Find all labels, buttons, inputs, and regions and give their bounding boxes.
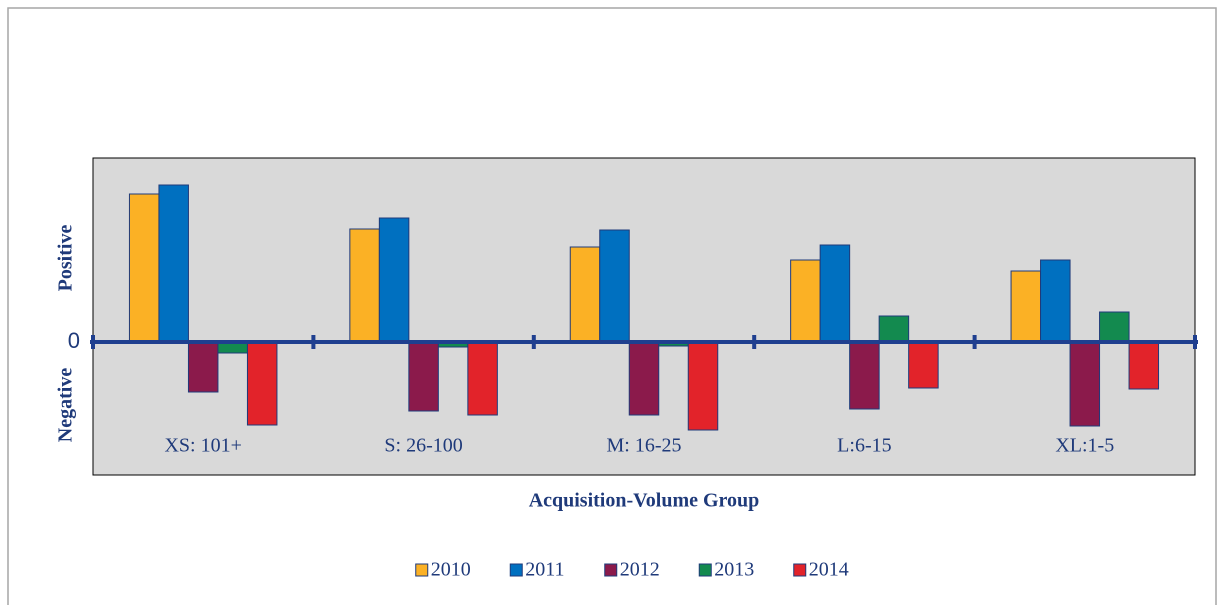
x-tick-label: XL:1-5: [1055, 435, 1114, 457]
bar: [408, 341, 439, 412]
x-tick-label: M: 16-25: [607, 435, 682, 457]
legend-swatch: [793, 563, 807, 577]
legend-swatch: [415, 563, 429, 577]
x-tick-label: S: 26-100: [384, 435, 462, 457]
bar: [378, 217, 410, 343]
bar: [246, 341, 278, 426]
bar: [908, 341, 939, 389]
bar: [849, 341, 880, 410]
x-tick-label: L:6-15: [837, 435, 891, 457]
x-axis-title: Acquisition-Volume Group: [529, 490, 760, 512]
bar: [1069, 341, 1101, 427]
x-tick-label: XS: 101+: [164, 435, 241, 457]
legend-label: 2010: [431, 559, 471, 581]
legend-swatch: [698, 563, 712, 577]
bar: [128, 193, 160, 343]
bar: [687, 341, 719, 431]
legend-label: 2013: [714, 559, 754, 581]
bar: [187, 341, 219, 393]
bar: [878, 315, 910, 343]
legend-label: 2012: [620, 559, 660, 581]
bar: [349, 228, 380, 343]
legend-swatch: [509, 563, 523, 577]
bar: [790, 259, 821, 343]
bar: [569, 246, 601, 343]
bar: [1128, 341, 1160, 390]
legend-swatch: [604, 563, 618, 577]
legend-label: 2014: [809, 559, 849, 581]
y-axis-positive-label: Positive: [55, 225, 77, 292]
y-tick-label: 0: [68, 328, 80, 353]
legend-label: 2011: [525, 559, 564, 581]
bar: [158, 184, 189, 343]
bar: [819, 244, 851, 343]
bar: [1099, 311, 1130, 343]
bar: [599, 229, 630, 343]
y-axis-negative-label: Negative: [55, 368, 77, 443]
bar: [467, 341, 498, 416]
bar: [1010, 270, 1042, 343]
bar: [628, 341, 660, 416]
bar: [1040, 259, 1071, 343]
